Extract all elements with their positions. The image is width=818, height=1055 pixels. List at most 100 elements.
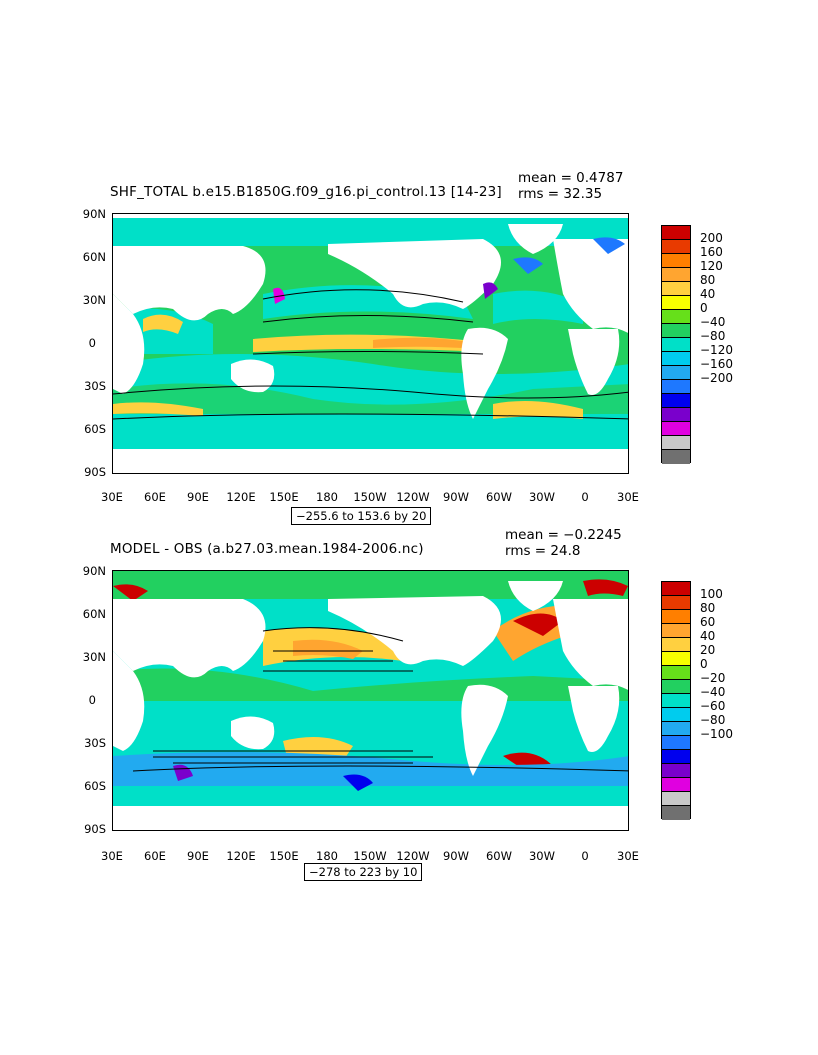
panel1-lon-8: 90W <box>442 490 469 504</box>
colorbar-swatch <box>662 240 690 254</box>
colorbar-swatch <box>662 806 690 820</box>
panel2-lon-9: 60W <box>485 849 512 863</box>
colorbar-label: −60 <box>700 699 726 713</box>
colorbar-label: 20 <box>700 643 716 657</box>
panel2-lon-6: 150W <box>353 849 387 863</box>
colorbar-swatch <box>662 394 690 408</box>
colorbar-swatch <box>662 380 690 394</box>
colorbar-swatch <box>662 436 690 450</box>
colorbar-swatch <box>662 408 690 422</box>
panel1-lon-2: 90E <box>187 490 209 504</box>
panel1-contour-info: −255.6 to 153.6 by 20 <box>291 507 432 525</box>
colorbar-label: 160 <box>700 245 723 259</box>
colorbar-swatch <box>662 708 690 722</box>
colorbar-swatch <box>662 324 690 338</box>
panel2-lat-30s: 30S <box>84 736 106 750</box>
colorbar-swatch <box>662 268 690 282</box>
colorbar-swatch <box>662 226 690 240</box>
panel2-rms: rms = 24.8 <box>505 543 581 559</box>
panel2-lon-12: 30E <box>617 849 639 863</box>
colorbar-swatch <box>662 624 690 638</box>
panel1-lon-7: 120W <box>396 490 430 504</box>
colorbar-label: −160 <box>700 357 733 371</box>
panel2-lon-0: 30E <box>101 849 123 863</box>
panel2-lon-2: 90E <box>187 849 209 863</box>
panel2-lon-8: 90W <box>442 849 469 863</box>
colorbar-label: 120 <box>700 259 723 273</box>
colorbar-swatch <box>662 778 690 792</box>
panel1-lat-30s: 30S <box>84 379 106 393</box>
panel2-lon-5: 180 <box>316 849 338 863</box>
panel1-lon-11: 0 <box>581 490 589 504</box>
colorbar-swatch <box>662 722 690 736</box>
colorbar-label: −80 <box>700 329 726 343</box>
colorbar-label: 60 <box>700 615 716 629</box>
panel1-lon-6: 150W <box>353 490 387 504</box>
panel1-lat-90n: 90N <box>82 207 106 221</box>
colorbar-label: −40 <box>700 685 726 699</box>
colorbar-swatch <box>662 310 690 324</box>
colorbar-swatch <box>662 422 690 436</box>
colorbar-label: −100 <box>700 727 733 741</box>
panel2-colorbar <box>661 581 691 820</box>
colorbar-label: 40 <box>700 287 716 301</box>
colorbar-label: 200 <box>700 231 723 245</box>
panel1-lon-9: 60W <box>485 490 512 504</box>
panel2-lon-7: 120W <box>396 849 430 863</box>
colorbar-swatch <box>662 596 690 610</box>
panel2-contour-info: −278 to 223 by 10 <box>304 863 423 881</box>
colorbar-label: −120 <box>700 343 733 357</box>
colorbar-label: 80 <box>700 273 716 287</box>
colorbar-swatch <box>662 610 690 624</box>
panel2-lat-0: 0 <box>88 693 96 707</box>
panel2-map <box>112 570 629 831</box>
panel2-lon-3: 120E <box>226 849 256 863</box>
panel1-lat-90s: 90S <box>84 465 106 479</box>
colorbar-swatch <box>662 750 690 764</box>
panel1-lat-0: 0 <box>88 336 96 350</box>
colorbar-label: 100 <box>700 587 723 601</box>
colorbar-swatch <box>662 366 690 380</box>
panel1-title: SHF_TOTAL b.e15.B1850G.f09_g16.pi_contro… <box>110 184 502 200</box>
colorbar-label: −40 <box>700 315 726 329</box>
colorbar-swatch <box>662 792 690 806</box>
panel2-lat-60s: 60S <box>84 779 106 793</box>
panel2-lat-60n: 60N <box>82 607 106 621</box>
colorbar-label: 0 <box>700 301 708 315</box>
panel2-lon-10: 30W <box>528 849 555 863</box>
colorbar-label: −20 <box>700 671 726 685</box>
panel1-lon-12: 30E <box>617 490 639 504</box>
colorbar-label: −200 <box>700 371 733 385</box>
colorbar-swatch <box>662 282 690 296</box>
colorbar-label: 40 <box>700 629 716 643</box>
panel2-lat-90n: 90N <box>82 564 106 578</box>
colorbar-swatch <box>662 296 690 310</box>
panel2-lon-11: 0 <box>581 849 589 863</box>
colorbar-swatch <box>662 352 690 366</box>
panel2-lon-1: 60E <box>144 849 166 863</box>
colorbar-swatch <box>662 666 690 680</box>
colorbar-label: −80 <box>700 713 726 727</box>
panel1-lon-3: 120E <box>226 490 256 504</box>
panel2-mean: mean = −0.2245 <box>505 527 622 543</box>
panel2-lon-4: 150E <box>269 849 299 863</box>
panel1-lon-10: 30W <box>528 490 555 504</box>
panel1-lat-30n: 30N <box>82 293 106 307</box>
colorbar-swatch <box>662 736 690 750</box>
colorbar-swatch <box>662 694 690 708</box>
panel1-lat-60s: 60S <box>84 422 106 436</box>
panel1-lon-1: 60E <box>144 490 166 504</box>
colorbar-label: 0 <box>700 657 708 671</box>
panel1-lat-60n: 60N <box>82 250 106 264</box>
panel1-lon-0: 30E <box>101 490 123 504</box>
colorbar-label: 80 <box>700 601 716 615</box>
panel1-mean: mean = 0.4787 <box>518 170 624 186</box>
panel1-lon-5: 180 <box>316 490 338 504</box>
panel2-lat-30n: 30N <box>82 650 106 664</box>
panel1-map <box>112 213 629 474</box>
panel2-lat-90s: 90S <box>84 822 106 836</box>
panel2-title: MODEL - OBS (a.b27.03.mean.1984-2006.nc) <box>110 541 424 557</box>
panel1-rms: rms = 32.35 <box>518 186 603 202</box>
panel1-colorbar <box>661 225 691 464</box>
colorbar-swatch <box>662 680 690 694</box>
